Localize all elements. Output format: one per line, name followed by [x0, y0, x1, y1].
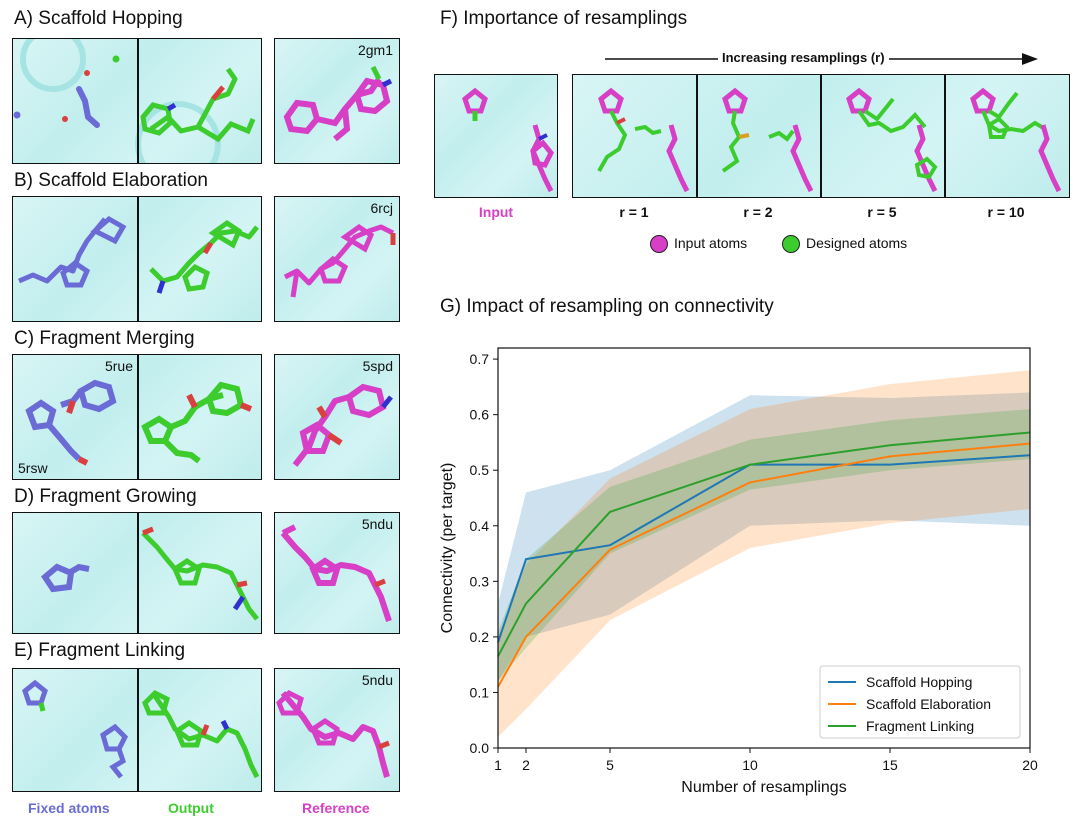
panel-divider — [137, 513, 139, 633]
connectivity-chart: 0.0 0.1 0.2 0.3 0.4 0.5 0.6 0.7 1 2 5 10 15 20 Number … — [439, 347, 1038, 796]
x-tick-label-5: 20 — [1022, 757, 1038, 773]
panel-a-input-output — [12, 38, 262, 164]
series-line-2 — [497, 431, 1031, 657]
plot-frame — [497, 347, 1031, 749]
panel-b-title: B) Scaffold Elaboration — [14, 170, 208, 191]
panel-divider — [137, 39, 139, 163]
pdb-code: 6rcj — [370, 200, 393, 216]
pdb-code-top: 5rue — [104, 358, 133, 374]
x-tick-label-4: 15 — [882, 757, 898, 773]
panel-c-input-output: 5rue 5rsw — [12, 354, 262, 480]
pdb-code-bottom: 5rsw — [18, 460, 48, 476]
arrow-label: Increasing resamplings (r) — [718, 50, 889, 65]
panel-divider — [944, 75, 946, 197]
r-label-5: r = 5 — [867, 204, 897, 220]
panel-b-input-output — [12, 196, 262, 322]
y-tick-label-5: 0.5 — [470, 462, 490, 478]
y-tick-label-4: 0.4 — [470, 518, 490, 534]
pdb-code: 5ndu — [361, 516, 393, 532]
panel-c-reference: 5spd — [274, 354, 400, 480]
panel-divider — [137, 669, 139, 791]
panel-e-reference: 5ndu — [274, 668, 400, 792]
molecule-f-input — [462, 87, 554, 193]
molecule-a-reference — [283, 65, 393, 142]
panel-d-input-output — [12, 512, 262, 634]
y-tick-label-3: 0.3 — [470, 573, 490, 589]
molecule-c-reference — [292, 383, 393, 467]
input-atoms-label: Input atoms — [674, 235, 748, 251]
panel-f-title: F) Importance of resamplings — [440, 8, 688, 29]
panel-c-title: C) Fragment Merging — [14, 328, 195, 349]
r-label-1: r = 1 — [619, 204, 649, 220]
designed-atoms-marker — [782, 235, 800, 253]
panel-e-title: E) Fragment Linking — [14, 640, 186, 661]
pdb-code: 5ndu — [361, 672, 393, 688]
series-line-0 — [497, 454, 1031, 643]
molecule-b-input-output — [18, 215, 259, 294]
r-label-2: r = 2 — [743, 204, 773, 220]
molecule-b-reference — [283, 223, 396, 298]
panel-divider — [137, 355, 139, 479]
y-tick-label-0: 0.0 — [470, 740, 490, 756]
band-1 — [498, 370, 1030, 737]
pdb-code: 2gm1 — [357, 42, 393, 58]
legend-label-0: Scaffold Hopping — [866, 674, 972, 690]
series-line-1 — [497, 442, 1031, 688]
panel-divider — [820, 75, 822, 197]
x-tick-label-1: 2 — [522, 757, 530, 773]
x-tick-label-3: 10 — [742, 757, 758, 773]
panel-f-input — [434, 74, 558, 198]
legend-box — [819, 665, 1021, 739]
panel-g-title: G) Impact of resampling on connectivity — [440, 296, 774, 317]
panel-f-resamplings — [572, 74, 1070, 198]
pdb-code: 5spd — [362, 358, 393, 374]
designed-atoms-label: Designed atoms — [806, 235, 908, 251]
molecule-d-input-output — [41, 526, 259, 621]
legend-label-2: Fragment Linking — [866, 718, 974, 734]
x-tick-label-2: 5 — [606, 757, 614, 773]
panel-d-title: D) Fragment Growing — [14, 486, 197, 507]
panel-e-input-output — [12, 668, 262, 792]
input-atoms-marker — [650, 235, 668, 253]
panel-d-reference: 5ndu — [274, 512, 400, 634]
input-label: Input — [478, 204, 514, 220]
panel-b-reference: 6rcj — [274, 196, 400, 322]
panel-divider — [137, 197, 139, 321]
y-tick-label-1: 0.1 — [470, 684, 490, 700]
r-label-10: r = 10 — [987, 204, 1025, 220]
y-tick-label-2: 0.2 — [470, 629, 490, 645]
molecule-d-reference — [280, 524, 392, 622]
y-tick-label-6: 0.6 — [470, 407, 490, 423]
x-axis-label: Number of resamplings — [681, 779, 846, 796]
molecule-e-input-output — [22, 679, 260, 779]
panel-divider — [696, 75, 698, 197]
panel-a-reference: 2gm1 — [274, 38, 400, 164]
legend-reference: Reference — [302, 800, 370, 816]
x-tick-label-0: 1 — [494, 757, 502, 773]
y-tick-label-7: 0.7 — [470, 351, 490, 367]
molecule-f-resamplings — [597, 87, 1062, 193]
panel-a-title: A) Scaffold Hopping — [14, 8, 183, 29]
legend-fixed-atoms: Fixed atoms — [28, 800, 110, 816]
legend-label-1: Scaffold Elaboration — [866, 696, 991, 712]
y-axis-label: Connectivity (per target) — [439, 463, 456, 634]
molecule-c-input-output — [25, 379, 253, 466]
molecule-e-reference — [276, 689, 390, 778]
legend-output: Output — [168, 800, 214, 816]
